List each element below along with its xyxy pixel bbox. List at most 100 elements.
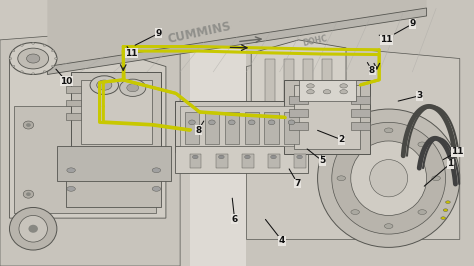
Ellipse shape [97,80,112,90]
Polygon shape [14,106,156,213]
Polygon shape [299,80,356,101]
Ellipse shape [297,155,302,159]
Ellipse shape [219,155,224,159]
Text: DOHC: DOHC [302,34,328,48]
Ellipse shape [441,217,446,219]
Ellipse shape [23,190,34,198]
Ellipse shape [140,192,145,196]
Bar [284,112,299,144]
Bar [351,109,370,117]
Bar [66,113,81,120]
Ellipse shape [52,65,55,67]
Bar [289,96,308,104]
Ellipse shape [443,209,448,211]
Polygon shape [81,80,152,144]
Ellipse shape [12,65,15,67]
Ellipse shape [245,155,250,159]
Polygon shape [284,80,370,154]
Bar [268,154,280,168]
Text: 1: 1 [424,159,454,186]
Polygon shape [71,72,161,149]
Bar [66,100,81,106]
Text: CUMMINS: CUMMINS [166,20,232,46]
Ellipse shape [52,50,55,52]
Ellipse shape [340,90,347,94]
Ellipse shape [432,176,440,181]
Ellipse shape [337,176,346,181]
Ellipse shape [90,76,118,94]
Polygon shape [57,146,171,181]
Text: 11: 11 [443,147,464,160]
Ellipse shape [307,90,314,94]
Ellipse shape [26,192,31,196]
Bar [289,122,308,130]
Polygon shape [9,48,166,218]
Ellipse shape [370,160,408,197]
Ellipse shape [20,44,23,46]
Polygon shape [246,0,474,266]
Ellipse shape [18,48,48,69]
Polygon shape [0,32,180,266]
Polygon shape [246,48,460,239]
Ellipse shape [27,54,40,63]
Text: 11: 11 [379,35,392,44]
Ellipse shape [384,128,393,133]
Ellipse shape [351,210,359,214]
Ellipse shape [26,123,31,127]
Ellipse shape [137,190,147,198]
Ellipse shape [340,84,347,88]
Bar [205,112,219,144]
Polygon shape [175,146,308,173]
Text: 10: 10 [56,69,73,86]
Text: 8: 8 [367,63,375,75]
Ellipse shape [332,122,446,234]
Ellipse shape [9,207,57,250]
Bar [225,112,239,144]
Polygon shape [175,101,308,152]
Text: 11: 11 [126,47,138,58]
Ellipse shape [307,84,314,88]
Ellipse shape [23,121,34,129]
Ellipse shape [20,71,23,73]
Ellipse shape [209,120,215,125]
Ellipse shape [67,168,75,173]
Ellipse shape [12,50,15,52]
Ellipse shape [351,141,427,215]
Text: 3: 3 [398,91,423,101]
Bar [303,59,313,133]
Ellipse shape [55,57,57,60]
Ellipse shape [32,42,35,44]
Ellipse shape [43,44,46,46]
Bar [351,96,370,104]
Ellipse shape [323,90,331,94]
Ellipse shape [28,225,38,233]
Text: 9: 9 [135,29,162,45]
Text: 5: 5 [307,149,326,165]
Polygon shape [0,0,190,266]
Ellipse shape [9,43,57,74]
Bar [185,112,199,144]
Ellipse shape [351,142,359,147]
Ellipse shape [119,79,146,97]
Ellipse shape [248,120,255,125]
Bar [264,112,279,144]
Bar [66,86,81,93]
Bar [351,122,370,130]
Ellipse shape [189,120,195,125]
Ellipse shape [137,121,147,129]
Ellipse shape [67,186,75,191]
Ellipse shape [418,142,427,147]
Polygon shape [294,85,360,149]
Bar [322,59,332,133]
Ellipse shape [152,168,161,173]
Text: 7: 7 [289,169,301,188]
Ellipse shape [271,155,276,159]
Text: 8: 8 [195,121,204,135]
Polygon shape [47,0,427,66]
Text: 2: 2 [318,130,345,144]
Bar [265,59,275,133]
Bar [245,112,259,144]
Bar [289,109,308,117]
Bar [190,154,201,168]
Ellipse shape [418,210,427,214]
